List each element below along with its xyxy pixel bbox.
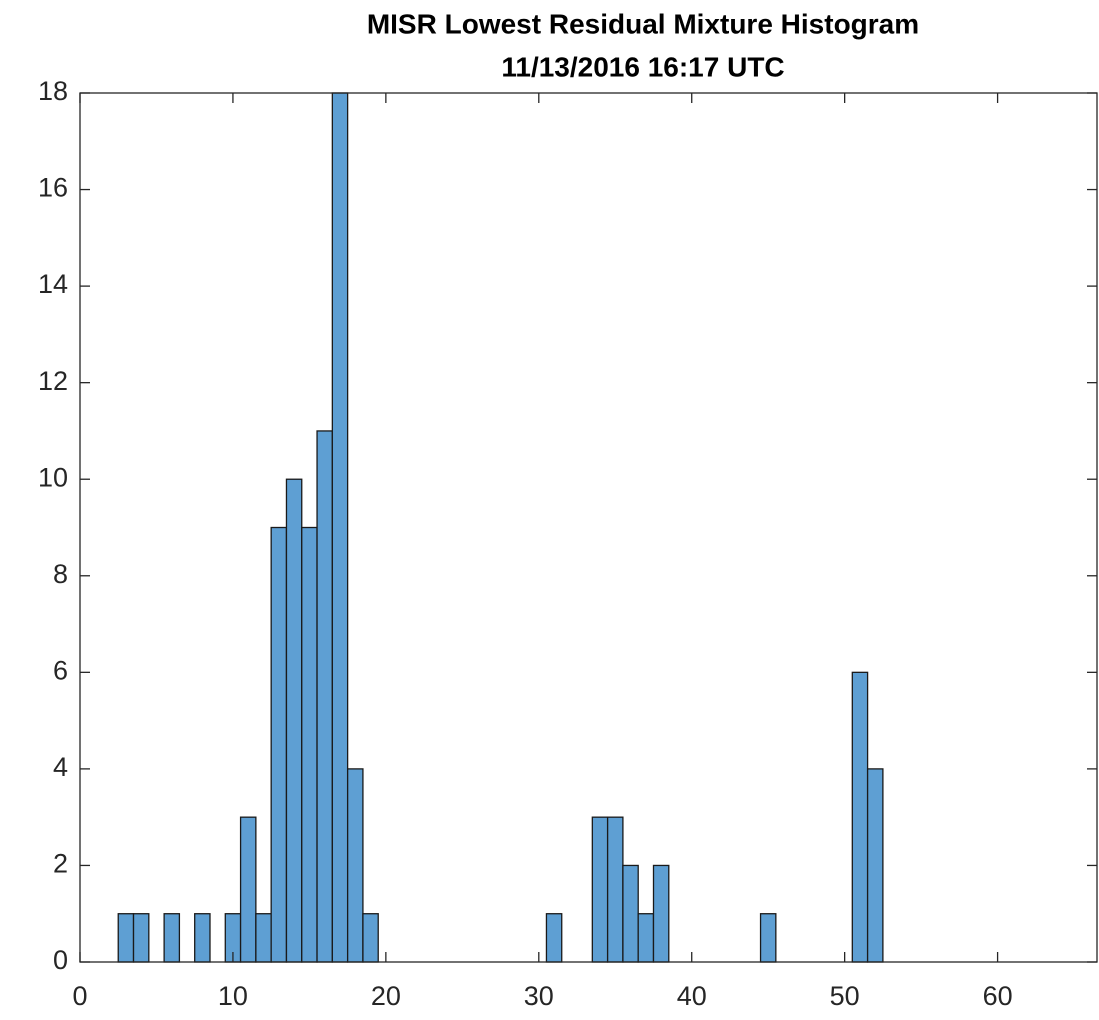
bar <box>117 913 135 963</box>
bar <box>866 768 884 963</box>
x-tick-label: 20 <box>371 981 401 1011</box>
x-tick-label: 30 <box>524 981 554 1011</box>
y-tick-label: 6 <box>53 655 68 685</box>
bar <box>163 913 181 963</box>
y-tick-label: 10 <box>38 462 68 492</box>
y-tick-label: 4 <box>53 752 68 782</box>
bar <box>316 430 333 963</box>
y-tick-label: 18 <box>38 76 68 106</box>
y-tick-label: 8 <box>53 559 68 589</box>
bar <box>331 92 349 963</box>
bar <box>637 913 655 963</box>
bar <box>301 526 318 963</box>
chart-subtitle: 11/13/2016 16:17 UTC <box>501 51 784 82</box>
x-tick-label: 50 <box>830 981 860 1011</box>
bar <box>606 816 624 963</box>
bar <box>622 864 639 963</box>
x-tick-label: 0 <box>72 981 87 1011</box>
chart-title: MISR Lowest Residual Mixture Histogram <box>367 8 919 39</box>
bar <box>851 671 869 963</box>
bar <box>652 864 670 963</box>
y-tick-label: 12 <box>38 366 68 396</box>
x-tick-label: 10 <box>218 981 248 1011</box>
y-tick-label: 2 <box>53 849 68 879</box>
bar <box>239 816 257 963</box>
bar <box>759 913 777 963</box>
bar <box>545 913 563 963</box>
bar <box>346 768 364 963</box>
y-tick-label: 16 <box>38 173 68 203</box>
bar <box>132 913 150 963</box>
bar <box>362 913 379 963</box>
x-tick-label: 60 <box>983 981 1013 1011</box>
bar <box>285 478 303 963</box>
bar <box>255 913 272 963</box>
axes-box <box>79 92 1098 963</box>
y-tick-label: 0 <box>53 945 68 975</box>
bar <box>270 526 288 963</box>
bar <box>591 816 609 963</box>
y-tick-label: 14 <box>38 269 68 299</box>
bar <box>194 913 211 963</box>
x-tick-label: 40 <box>677 981 707 1011</box>
